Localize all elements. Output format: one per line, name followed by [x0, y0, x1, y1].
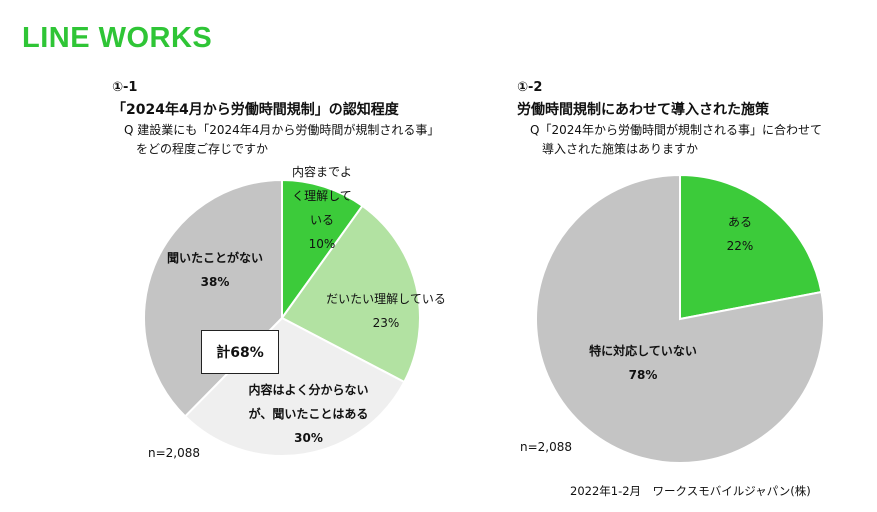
left-question-line2: をどの程度ご存じですか [136, 142, 269, 156]
right-slice-1-label: ある 22% [700, 210, 780, 258]
left-pie-slice-1 [281, 178, 364, 322]
left-slice-1-value: 10% [308, 237, 336, 251]
right-chart-number: ①-2 [517, 80, 543, 95]
right-chart-title: 労働時間規制にあわせて導入された施策 [517, 102, 769, 118]
left-slice-4-label: 聞いたことがない 38% [150, 246, 280, 294]
right-slice-2-value: 78% [628, 368, 658, 382]
left-slice-4-label-line1: 聞いたことがない [166, 251, 263, 265]
left-sample-size: n=2,088 [148, 446, 201, 460]
left-slice-1-label: 内容までよ く理解して いる 10% [280, 160, 364, 256]
right-question-line1: Q「2024年から労働時間が規制される事」に合わせて [530, 123, 822, 137]
left-pie-chart [143, 178, 422, 457]
left-slice-3-label-line1: 内容はよく分からない [248, 383, 369, 397]
right-slice-2-label-line1: 特に対応していない [589, 344, 697, 358]
left-slice-2-label: だいたい理解している 23% [306, 287, 466, 335]
right-sample-size: n=2,088 [520, 440, 573, 454]
left-slice-3-label-line2: が、聞いたことはある [248, 407, 369, 421]
left-slice-2-label-line1: だいたい理解している [326, 292, 446, 306]
left-slice-1-label-line3: いる [309, 213, 334, 227]
left-pie-slice-2 [280, 204, 422, 384]
left-chart-number: ①-1 [112, 80, 138, 95]
right-slice-1-label-line1: ある [727, 215, 752, 229]
left-pie-slice-4 [143, 178, 283, 418]
right-question-line2: 導入された施策はありますか [542, 142, 699, 156]
right-pie-chart [535, 173, 825, 464]
right-slice-1-value: 22% [726, 239, 754, 253]
left-slice-4-value: 38% [200, 275, 230, 289]
left-slice-3-value: 30% [294, 431, 323, 445]
left-slice-3-label: 内容はよく分からない が、聞いたことはある 30% [226, 378, 391, 450]
left-slice-1-label-line1: 内容までよ [291, 165, 352, 179]
line-works-logo: LINE WORKS [22, 22, 213, 54]
total-68-box: 計68% [201, 330, 279, 374]
left-question-line1: Q 建設業にも「2024年4月から労働時間が規制される事」 [124, 123, 440, 137]
right-slice-2-label: 特に対応していない 78% [568, 339, 718, 387]
source-credit: 2022年1-2月 ワークスモバイルジャパン(株) [570, 484, 811, 498]
left-slice-2-value: 23% [372, 316, 400, 330]
left-pie-slice-3 [183, 316, 406, 457]
right-pie-slice-2 [535, 173, 825, 464]
right-pie-slice-1 [679, 173, 823, 321]
left-chart-title: 「2024年4月から労働時間規制」の認知程度 [112, 102, 399, 118]
left-slice-1-label-line2: く理解して [292, 189, 352, 203]
